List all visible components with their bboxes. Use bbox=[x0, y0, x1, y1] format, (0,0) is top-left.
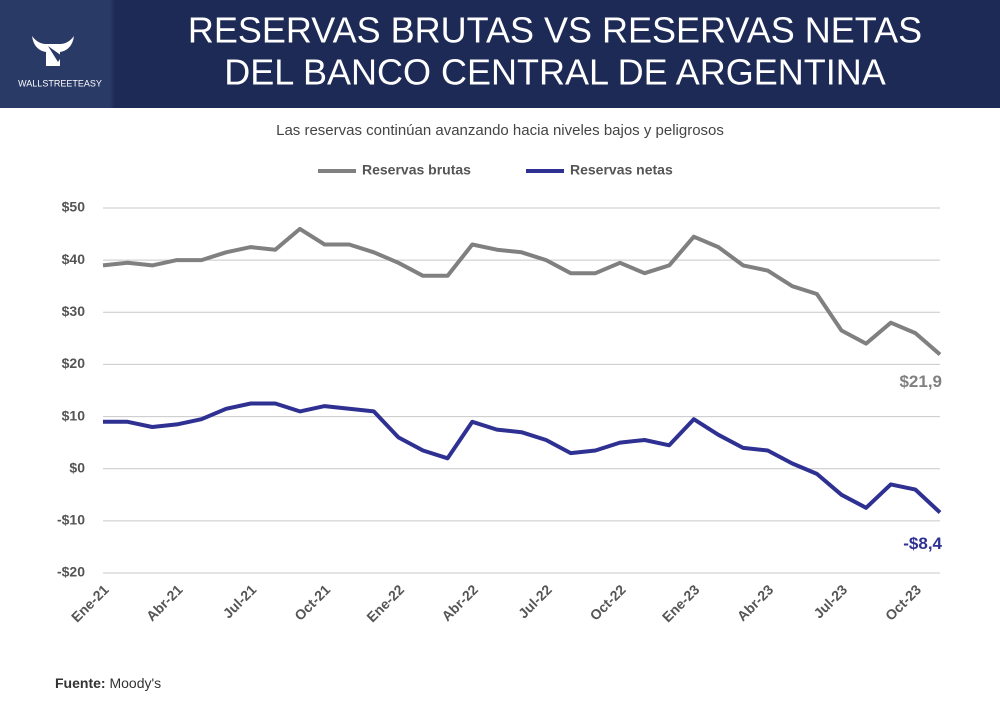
x-tick-label: Jul-23 bbox=[810, 581, 850, 621]
source-name: Moody's bbox=[109, 675, 161, 691]
source-label: Fuente: bbox=[55, 675, 106, 691]
x-tick-label: Ene-21 bbox=[68, 581, 112, 625]
end-label: $21,9 bbox=[899, 372, 942, 391]
y-tick-label: $40 bbox=[62, 251, 86, 267]
x-tick-label: Ene-22 bbox=[363, 581, 407, 625]
x-tick-label: Abr-23 bbox=[734, 581, 777, 624]
x-tick-label: Oct-22 bbox=[587, 581, 629, 623]
brand: WALLSTREETEASY bbox=[18, 78, 102, 88]
y-tick-label: $20 bbox=[62, 355, 86, 371]
x-tick-label: Ene-23 bbox=[659, 581, 703, 625]
end-label: -$8,4 bbox=[903, 534, 942, 553]
title-line: RESERVAS BRUTAS VS RESERVAS NETAS bbox=[188, 10, 922, 51]
x-tick-label: Abr-22 bbox=[438, 581, 481, 624]
x-tick-label: Jul-22 bbox=[515, 581, 555, 621]
logo bbox=[32, 36, 74, 66]
plot: -$20 -$10 $0 $10 $20 $30 $40 $50 Ene-21 Abr-21 Jul… bbox=[57, 162, 943, 626]
y-tick-label: $50 bbox=[62, 199, 86, 215]
header-band bbox=[0, 0, 1000, 108]
x-tick-label: Oct-21 bbox=[291, 581, 333, 623]
y-tick-label: $30 bbox=[62, 303, 86, 319]
y-tick-label: -$20 bbox=[57, 564, 85, 580]
title-line: DEL BANCO CENTRAL DE ARGENTINA bbox=[224, 52, 885, 93]
source: Fuente: Moody's bbox=[55, 675, 161, 691]
x-tick-label: Abr-21 bbox=[143, 581, 186, 624]
subtitle: Las reservas continúan avanzando hacia n… bbox=[276, 122, 724, 139]
legend-label: Reservas netas bbox=[570, 162, 673, 178]
x-tick-label: Jul-21 bbox=[220, 581, 260, 621]
y-tick-label: $0 bbox=[69, 459, 85, 475]
legend-label: Reservas brutas bbox=[362, 162, 471, 178]
y-tick-label: $10 bbox=[62, 407, 86, 423]
x-tick-label: Oct-23 bbox=[882, 581, 924, 623]
series-line bbox=[103, 401, 942, 514]
y-tick-label: -$10 bbox=[57, 512, 85, 528]
series-line bbox=[102, 226, 942, 357]
